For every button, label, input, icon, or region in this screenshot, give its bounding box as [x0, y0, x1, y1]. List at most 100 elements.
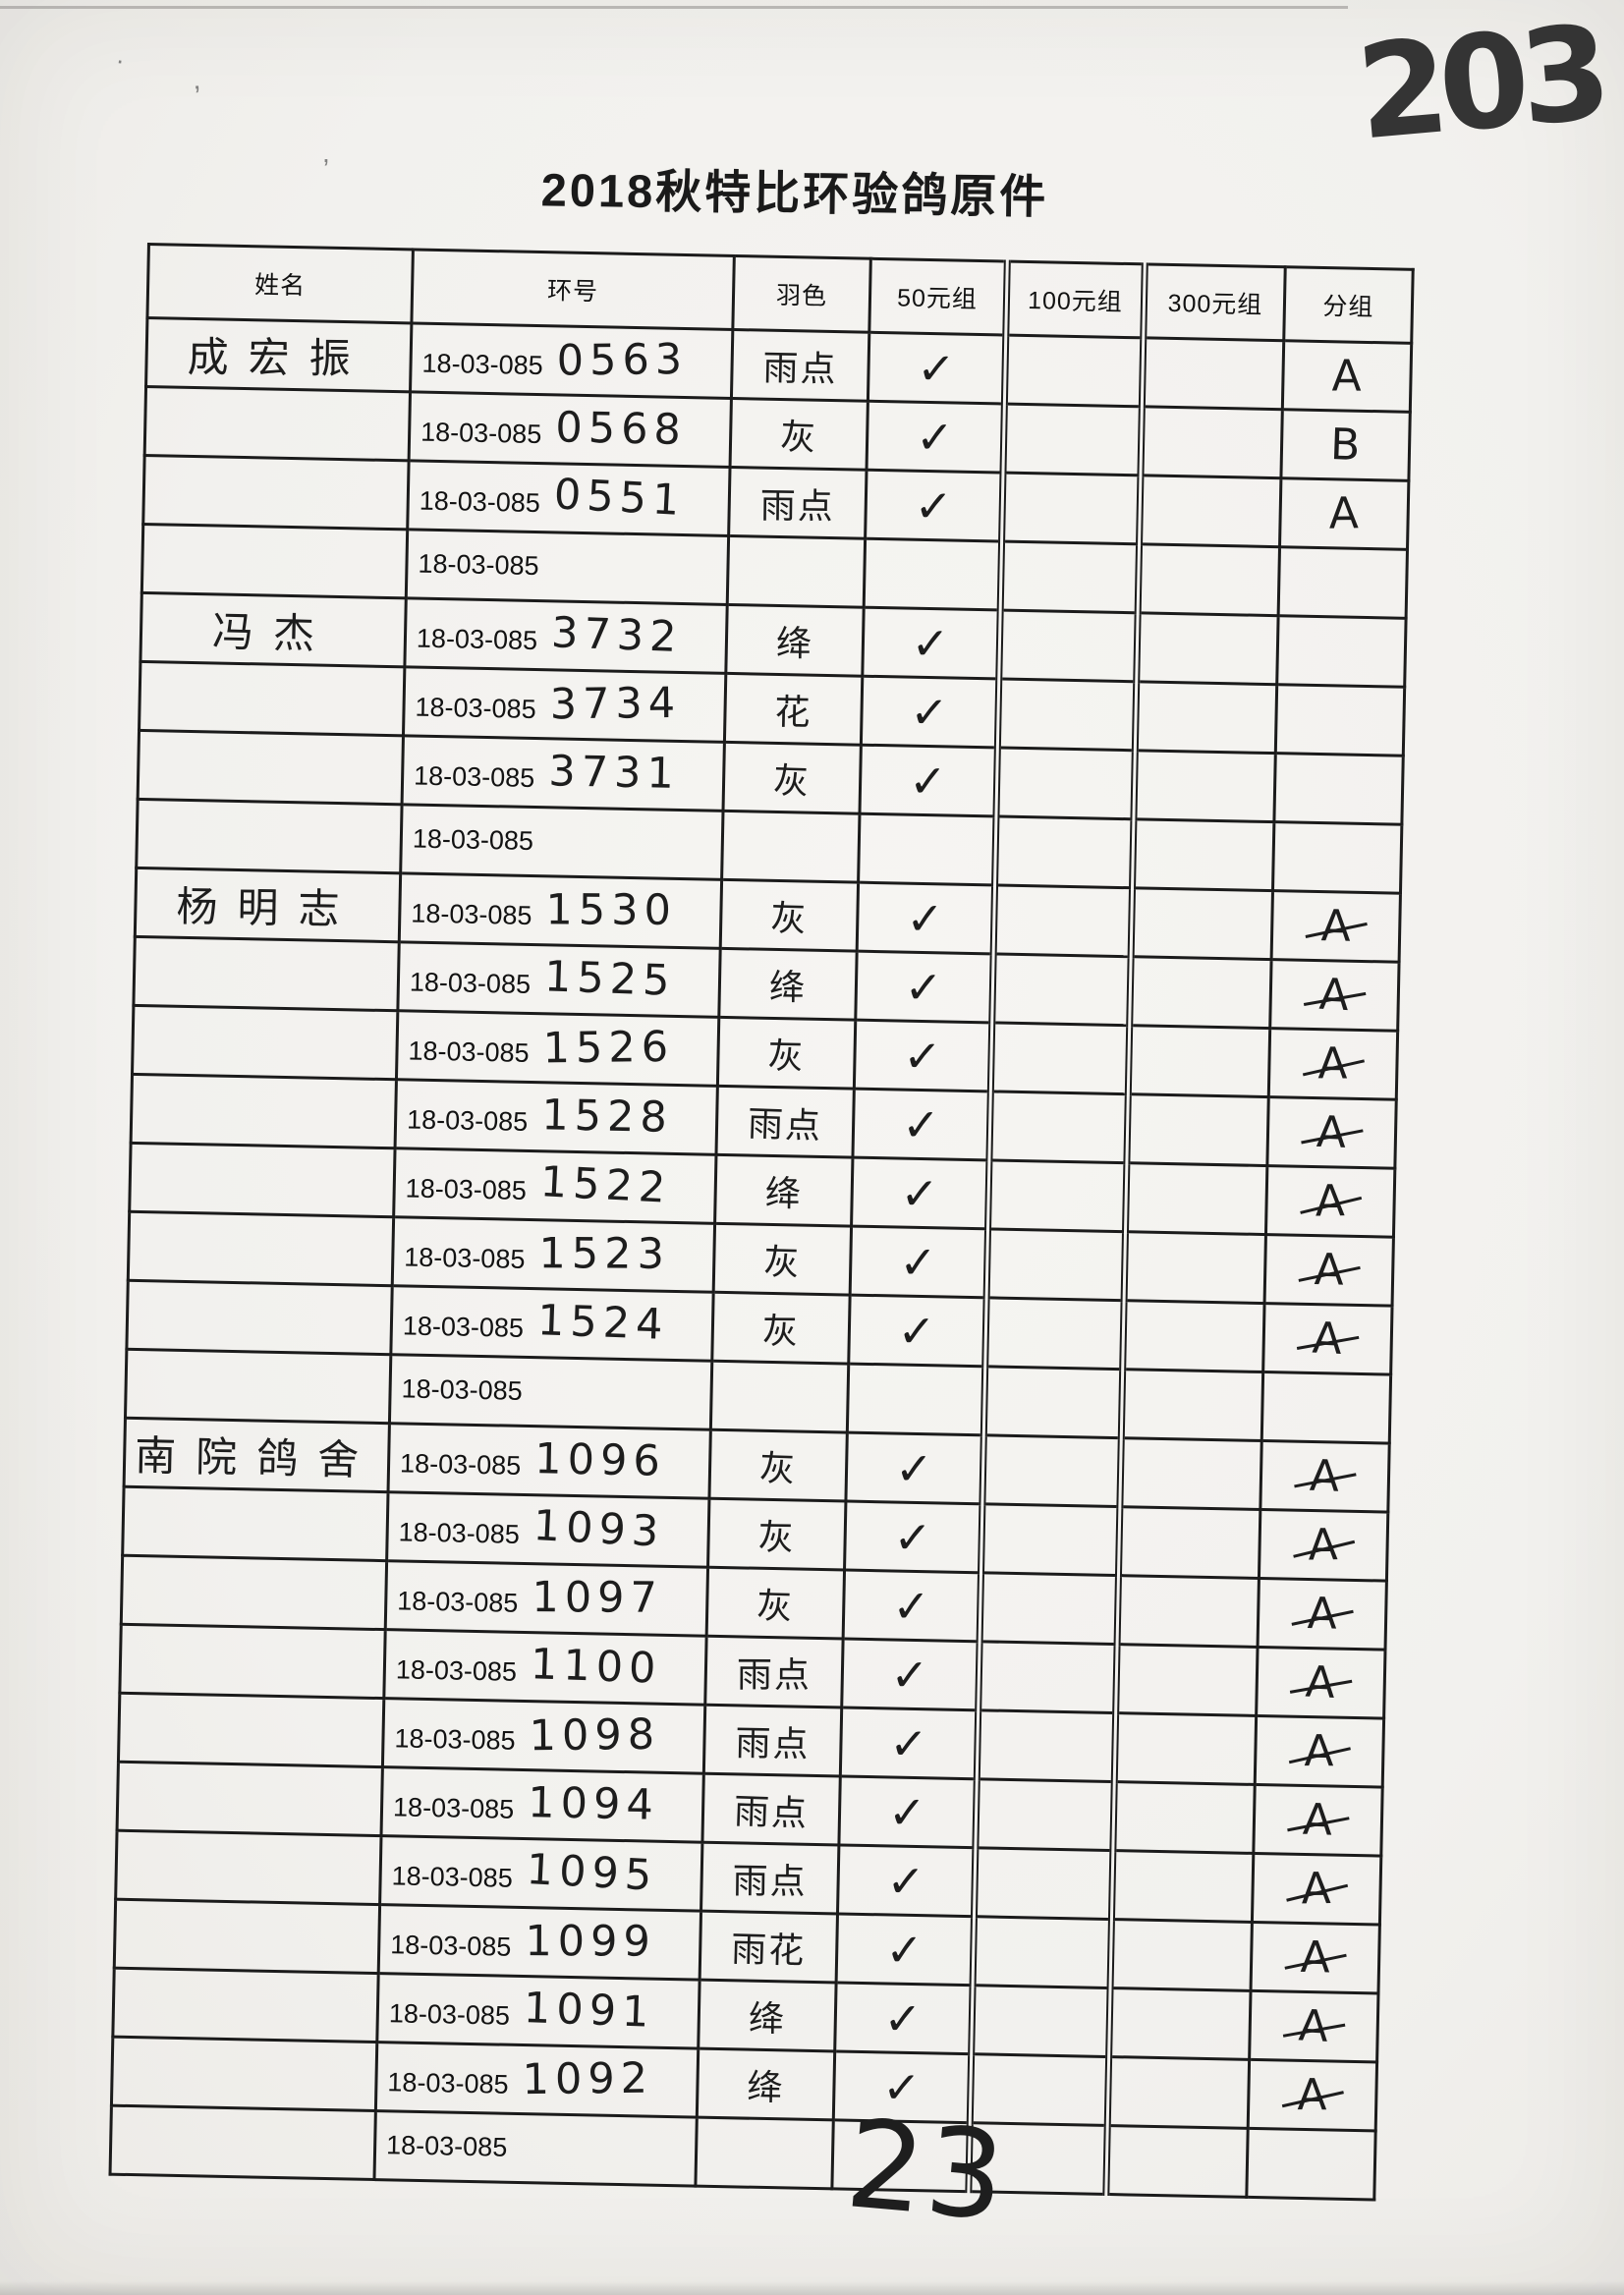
- ring-prefix-printed: 18-03-085: [411, 898, 532, 930]
- group-100yuan-cell: [987, 1159, 1127, 1232]
- feather-color-cell: 灰: [713, 1223, 852, 1296]
- ring-number-handwritten: 1530: [545, 884, 678, 935]
- checkmark: ✓: [908, 754, 947, 808]
- pen-mark: ,: [322, 138, 330, 168]
- group-300yuan-cell: [1125, 1162, 1267, 1235]
- fancier-name-cell: [144, 386, 411, 461]
- feather-color-cell: 雨点: [703, 1705, 842, 1776]
- group-letter-cell: A: [1251, 1922, 1380, 1994]
- feather-color-cell: 灰: [720, 879, 859, 952]
- handwritten-feather-color: 雨点: [762, 348, 838, 390]
- ring-number-handwritten: 1526: [542, 1022, 675, 1073]
- handwritten-group-letter: A: [1301, 1864, 1332, 1915]
- ring-prefix-printed: 18-03-085: [387, 2066, 509, 2099]
- group-50yuan-cell: ✓: [859, 745, 998, 816]
- ring-number-handwritten: 1096: [533, 1433, 667, 1486]
- ring-prefix-printed: 18-03-085: [421, 348, 543, 380]
- fancier-name-cell: [119, 1624, 386, 1699]
- feather-color-cell: 灰: [730, 398, 868, 471]
- fancier-name-cell: [131, 1074, 397, 1148]
- group-letter-cell: A: [1282, 340, 1412, 413]
- ring-number-cell: 18-03-085 1099: [378, 1904, 701, 1981]
- group-100yuan-cell: [975, 1778, 1115, 1851]
- checkmark: ✓: [913, 477, 954, 533]
- handwritten-group-letter: A: [1300, 1931, 1331, 1984]
- pen-mark: ·: [114, 44, 127, 76]
- ring-number-handwritten: 1528: [540, 1090, 674, 1143]
- ring-prefix-printed: 18-03-085: [391, 1860, 514, 1893]
- group-300yuan-cell: [1121, 1369, 1263, 1441]
- checkmark: ✓: [883, 1990, 923, 2045]
- handwritten-group-letter: A: [1318, 969, 1351, 1022]
- group-letter-cell: A: [1262, 1303, 1393, 1375]
- ring-number-handwritten: 0568: [554, 402, 688, 455]
- handwritten-group-letter: A: [1328, 488, 1360, 539]
- group-letter-cell: B: [1280, 409, 1411, 481]
- group-100yuan-cell: [980, 1503, 1120, 1576]
- ring-number-handwritten: 1525: [543, 951, 677, 1006]
- group-50yuan-cell: ✓: [840, 1707, 979, 1779]
- feather-color-cell: 雨花: [700, 1911, 838, 1983]
- group-300yuan-cell: [1108, 1987, 1252, 2060]
- group-300yuan-cell: [1114, 1712, 1257, 1785]
- ring-number-cell: 18-03-085 3731: [402, 735, 725, 812]
- feather-color-cell: 雨点: [701, 1773, 841, 1845]
- group-300yuan-cell: [1105, 2125, 1249, 2198]
- ring-prefix-printed: 18-03-085: [409, 967, 532, 999]
- checkmark: ✓: [915, 410, 954, 464]
- handwritten-group-letter: A: [1320, 901, 1352, 952]
- group-letter-cell: A: [1268, 1028, 1398, 1100]
- handwritten-feather-color: 绛: [768, 967, 808, 1008]
- group-100yuan-cell: [983, 1366, 1123, 1438]
- ring-number-cell: 18-03-085 1100: [383, 1629, 707, 1706]
- handwritten-group-letter: A: [1297, 2070, 1328, 2121]
- handwritten-feather-color: 花: [774, 692, 812, 734]
- ring-prefix-printed: 18-03-085: [406, 1103, 529, 1137]
- group-letter-cell: A: [1255, 1715, 1384, 1788]
- group-300yuan-cell: [1142, 337, 1284, 410]
- ring-prefix-printed: 18-03-085: [418, 548, 539, 582]
- handwritten-feather-color: 雨点: [759, 485, 836, 528]
- group-letter-cell: [1272, 821, 1402, 894]
- feather-color-cell: 灰: [723, 742, 862, 814]
- ring-number-handwritten: 0563: [556, 334, 689, 385]
- ring-prefix-printed: 18-03-085: [408, 1035, 530, 1068]
- group-letter-cell: A: [1265, 1165, 1395, 1238]
- group-50yuan-cell: ✓: [843, 1570, 981, 1642]
- ring-number-handwritten: 1522: [538, 1156, 673, 1213]
- ring-number-cell: 18-03-085 1530: [399, 872, 722, 949]
- header-100yuan-group: 100元组: [1005, 261, 1146, 338]
- group-100yuan-cell: [1002, 404, 1143, 476]
- group-50yuan-cell: ✓: [857, 882, 995, 954]
- group-100yuan-cell: [988, 1091, 1129, 1163]
- checkmark: ✓: [911, 616, 950, 670]
- group-50yuan-cell: ✓: [836, 1913, 975, 1986]
- feather-color-cell: [695, 2117, 834, 2189]
- fancier-name-cell: [126, 1280, 393, 1355]
- group-50yuan-cell: ✓: [854, 1020, 992, 1092]
- ring-number-handwritten: 1093: [532, 1500, 666, 1557]
- ring-number-cell: 18-03-085: [406, 529, 729, 605]
- feather-color-cell: 灰: [707, 1498, 846, 1571]
- handwritten-page-corner-number: 203: [1351, 0, 1608, 170]
- group-100yuan-cell: [995, 747, 1136, 819]
- feather-color-cell: 绛: [697, 2048, 835, 2120]
- group-50yuan-cell: ✓: [834, 1982, 974, 2054]
- group-300yuan-cell: [1136, 612, 1279, 685]
- group-50yuan-cell: [864, 538, 1002, 610]
- group-50yuan-cell: ✓: [861, 676, 999, 748]
- group-300yuan-cell: [1131, 887, 1273, 960]
- group-300yuan-cell: [1117, 1575, 1260, 1648]
- group-50yuan-cell: [858, 813, 996, 885]
- feather-color-cell: 灰: [708, 1429, 848, 1502]
- ring-prefix-printed: 18-03-085: [419, 485, 541, 518]
- ring-number-handwritten: 3734: [549, 678, 682, 729]
- fancier-name-cell: 杨明志: [135, 868, 401, 942]
- group-letter-cell: A: [1259, 1509, 1388, 1582]
- group-letter-cell: A: [1260, 1440, 1390, 1513]
- checkmark: ✓: [887, 1715, 929, 1771]
- group-100yuan-cell: [974, 1847, 1113, 1920]
- group-letter-cell: A: [1266, 1096, 1397, 1169]
- handwritten-group-letter: A: [1317, 1038, 1349, 1090]
- feather-color-cell: 雨点: [704, 1636, 844, 1707]
